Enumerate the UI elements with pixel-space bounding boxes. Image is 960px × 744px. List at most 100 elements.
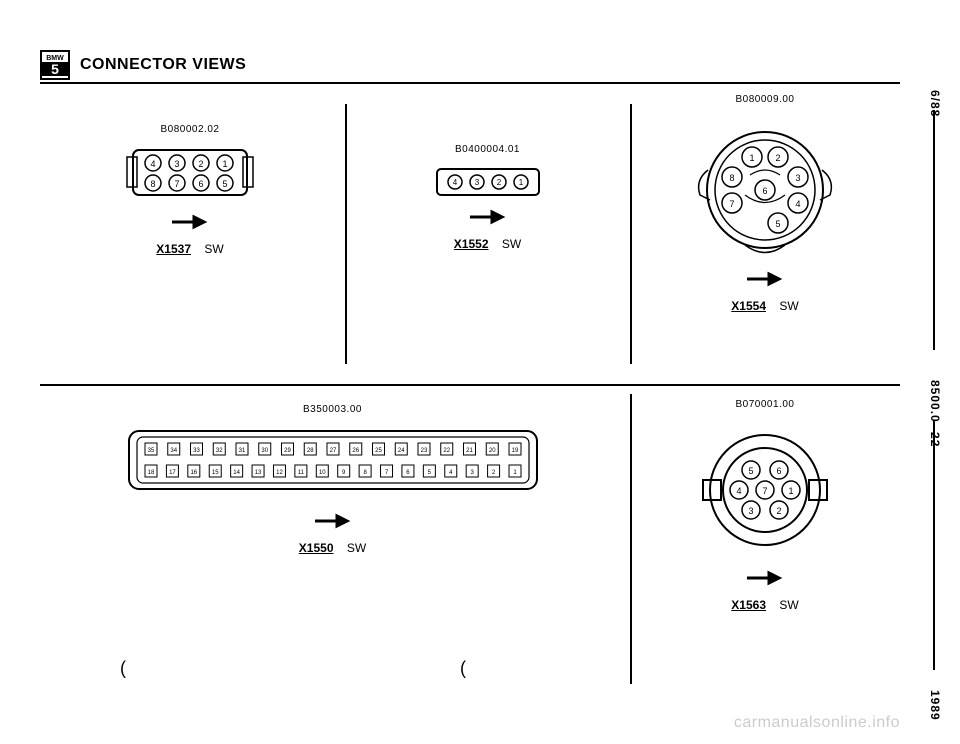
connector-diagram: 4 3 2 1 bbox=[433, 165, 543, 199]
svg-text:3: 3 bbox=[174, 159, 179, 169]
color-code: SW bbox=[347, 541, 366, 555]
paren-mark: ( bbox=[460, 658, 466, 679]
arrow-icon bbox=[468, 209, 508, 225]
svg-text:8: 8 bbox=[363, 470, 367, 476]
color-code: SW bbox=[779, 598, 798, 612]
svg-text:32: 32 bbox=[215, 448, 222, 454]
svg-text:1: 1 bbox=[788, 486, 793, 496]
svg-text:35: 35 bbox=[147, 448, 154, 454]
svg-text:2: 2 bbox=[491, 470, 495, 476]
part-number: B080002.02 bbox=[161, 124, 220, 135]
svg-text:8: 8 bbox=[729, 173, 734, 183]
svg-text:18: 18 bbox=[147, 470, 154, 476]
svg-text:17: 17 bbox=[169, 470, 176, 476]
svg-text:6: 6 bbox=[762, 186, 767, 196]
svg-text:27: 27 bbox=[329, 448, 336, 454]
svg-text:2: 2 bbox=[198, 159, 203, 169]
svg-text:11: 11 bbox=[297, 470, 304, 476]
svg-text:6: 6 bbox=[776, 466, 781, 476]
svg-text:12: 12 bbox=[276, 470, 283, 476]
logo-bot: 5 bbox=[42, 62, 68, 76]
svg-text:29: 29 bbox=[284, 448, 291, 454]
svg-text:6: 6 bbox=[406, 470, 410, 476]
svg-text:6: 6 bbox=[198, 179, 203, 189]
connector-label: X1552 SW bbox=[454, 237, 521, 251]
svg-text:23: 23 bbox=[420, 448, 427, 454]
bmw-logo: BMW 5 bbox=[40, 50, 70, 80]
svg-text:7: 7 bbox=[174, 179, 179, 189]
side-line bbox=[933, 420, 935, 670]
divider bbox=[630, 394, 632, 684]
side-line bbox=[933, 110, 935, 350]
svg-text:20: 20 bbox=[488, 448, 495, 454]
svg-text:1: 1 bbox=[749, 153, 754, 163]
svg-text:4: 4 bbox=[795, 199, 800, 209]
divider bbox=[345, 104, 347, 364]
svg-text:2: 2 bbox=[776, 506, 781, 516]
svg-text:1: 1 bbox=[222, 159, 227, 169]
svg-text:31: 31 bbox=[238, 448, 245, 454]
connector-label: X1537 SW bbox=[156, 242, 223, 256]
svg-text:9: 9 bbox=[342, 470, 346, 476]
connector-cell: B070001.00 5 6 4 7 1 3 2 X1563 SW bbox=[635, 399, 895, 612]
x-number: X1537 bbox=[156, 242, 191, 256]
svg-text:34: 34 bbox=[170, 448, 177, 454]
svg-text:5: 5 bbox=[427, 470, 431, 476]
part-number: B070001.00 bbox=[736, 399, 795, 410]
svg-text:7: 7 bbox=[384, 470, 388, 476]
arrow-icon bbox=[745, 271, 785, 287]
svg-text:13: 13 bbox=[254, 470, 261, 476]
svg-text:4: 4 bbox=[736, 486, 741, 496]
connector-label: X1563 SW bbox=[731, 598, 798, 612]
svg-text:10: 10 bbox=[318, 470, 325, 476]
svg-text:21: 21 bbox=[466, 448, 473, 454]
connector-diagram: 4 3 2 1 8 7 6 5 bbox=[125, 145, 255, 200]
svg-text:26: 26 bbox=[352, 448, 359, 454]
paren-mark: ( bbox=[120, 658, 126, 679]
connector-cell: B350003.00 35343332313029282726252423222… bbox=[40, 404, 625, 555]
svg-text:1: 1 bbox=[513, 470, 517, 476]
svg-text:4: 4 bbox=[449, 470, 453, 476]
svg-text:2: 2 bbox=[775, 153, 780, 163]
svg-text:4: 4 bbox=[452, 178, 457, 187]
connector-cell: B080009.00 1 2 3 4 5 6 7 8 bbox=[635, 94, 895, 313]
side-year: 1989 bbox=[928, 690, 942, 721]
x-number: X1563 bbox=[731, 598, 766, 612]
svg-text:5: 5 bbox=[775, 219, 780, 229]
connector-diagram: 3534333231302928272625242322212019181716… bbox=[123, 425, 543, 495]
svg-text:3: 3 bbox=[474, 178, 479, 187]
watermark: carmanualsonline.info bbox=[734, 714, 900, 732]
color-code: SW bbox=[502, 237, 521, 251]
svg-text:1: 1 bbox=[518, 178, 523, 187]
svg-text:3: 3 bbox=[470, 470, 474, 476]
divider bbox=[40, 384, 900, 386]
svg-text:14: 14 bbox=[233, 470, 240, 476]
svg-text:8: 8 bbox=[150, 179, 155, 189]
svg-text:4: 4 bbox=[150, 159, 155, 169]
color-code: SW bbox=[204, 242, 223, 256]
connector-cell: B0400004.01 4 3 2 1 X1552 SW bbox=[350, 144, 625, 251]
svg-text:5: 5 bbox=[748, 466, 753, 476]
svg-text:28: 28 bbox=[306, 448, 313, 454]
svg-text:16: 16 bbox=[190, 470, 197, 476]
header: BMW 5 CONNECTOR VIEWS bbox=[40, 50, 900, 84]
part-number: B350003.00 bbox=[303, 404, 362, 415]
side-date: 6/88 bbox=[928, 90, 942, 117]
x-number: X1554 bbox=[731, 299, 766, 313]
arrow-icon bbox=[313, 513, 353, 529]
page: BMW 5 CONNECTOR VIEWS B080002.02 4 3 2 1… bbox=[40, 50, 900, 704]
svg-text:15: 15 bbox=[211, 470, 218, 476]
svg-text:2: 2 bbox=[496, 178, 501, 187]
arrow-icon bbox=[170, 214, 210, 230]
svg-text:30: 30 bbox=[261, 448, 268, 454]
svg-text:24: 24 bbox=[397, 448, 404, 454]
connector-cell: B080002.02 4 3 2 1 8 7 6 5 X1537 bbox=[40, 124, 340, 256]
svg-text:7: 7 bbox=[729, 199, 734, 209]
color-code: SW bbox=[779, 299, 798, 313]
svg-text:25: 25 bbox=[375, 448, 382, 454]
svg-text:3: 3 bbox=[795, 173, 800, 183]
page-title: CONNECTOR VIEWS bbox=[80, 56, 246, 74]
connector-diagram: 1 2 3 4 5 6 7 8 bbox=[690, 115, 840, 265]
svg-text:22: 22 bbox=[443, 448, 450, 454]
x-number: X1552 bbox=[454, 237, 489, 251]
